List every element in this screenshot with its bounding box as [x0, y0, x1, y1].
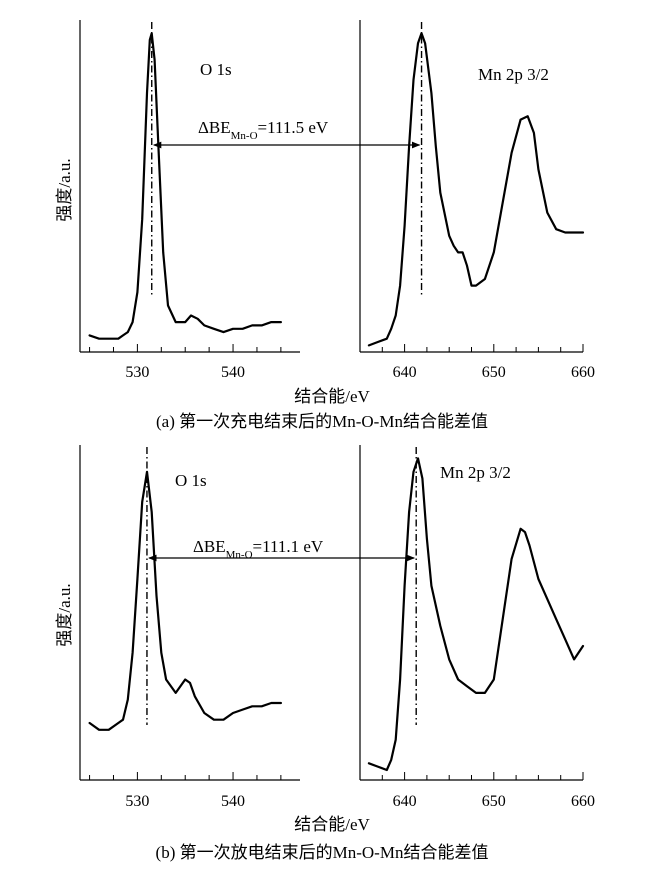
x-tick-label: 660 [571, 364, 595, 381]
annotation-suffix: =111.1 eV [253, 537, 324, 556]
annotation-subscript: Mn-O [226, 549, 253, 561]
x-tick-label: 650 [482, 364, 506, 381]
x-tick-label: 540 [221, 793, 245, 810]
x-tick-label: 530 [125, 364, 149, 381]
panel-label: Mn 2p 3/2 [440, 463, 511, 482]
annotation-subscript: Mn-O [231, 130, 258, 142]
series-line [367, 457, 585, 772]
figure-caption: (b) 第一次放电结束后的Mn-O-Mn结合能差值 [156, 843, 489, 862]
figure-a: 530 540 O 1s 640 650 660 Mn 2p 3/2 ΔBEMn-O=111.… [55, 20, 595, 431]
annotation-prefix: ΔBE [198, 118, 231, 137]
x-tick-label: 640 [393, 793, 417, 810]
y-axis-label: 强度/a.u. [55, 158, 74, 221]
figure-b: 530 540 O 1s 640 650 660 Mn 2p 3/2 ΔBEMn-O=111.… [55, 445, 595, 862]
series-line [367, 32, 585, 347]
annotation-suffix: =111.5 eV [258, 118, 329, 137]
x-tick-label: 540 [221, 364, 245, 381]
panel-label: O 1s [175, 471, 207, 490]
delta-be-annotation: ΔBEMn-O=111.1 eV [193, 537, 324, 561]
x-tick-label: 530 [125, 793, 149, 810]
x-axis-label: 结合能/eV [294, 387, 370, 406]
annotation-prefix: ΔBE [193, 537, 226, 556]
panel-label: Mn 2p 3/2 [478, 65, 549, 84]
series-line [88, 32, 282, 340]
series-line [88, 470, 282, 731]
x-tick-label: 650 [482, 793, 506, 810]
x-tick-label: 640 [393, 364, 417, 381]
figure-caption: (a) 第一次充电结束后的Mn-O-Mn结合能差值 [156, 412, 488, 431]
y-axis-label: 强度/a.u. [55, 583, 74, 646]
delta-be-annotation: ΔBEMn-O=111.5 eV [198, 118, 329, 142]
x-axis-label: 结合能/eV [294, 815, 370, 834]
x-tick-label: 660 [571, 793, 595, 810]
panel-label: O 1s [200, 60, 232, 79]
